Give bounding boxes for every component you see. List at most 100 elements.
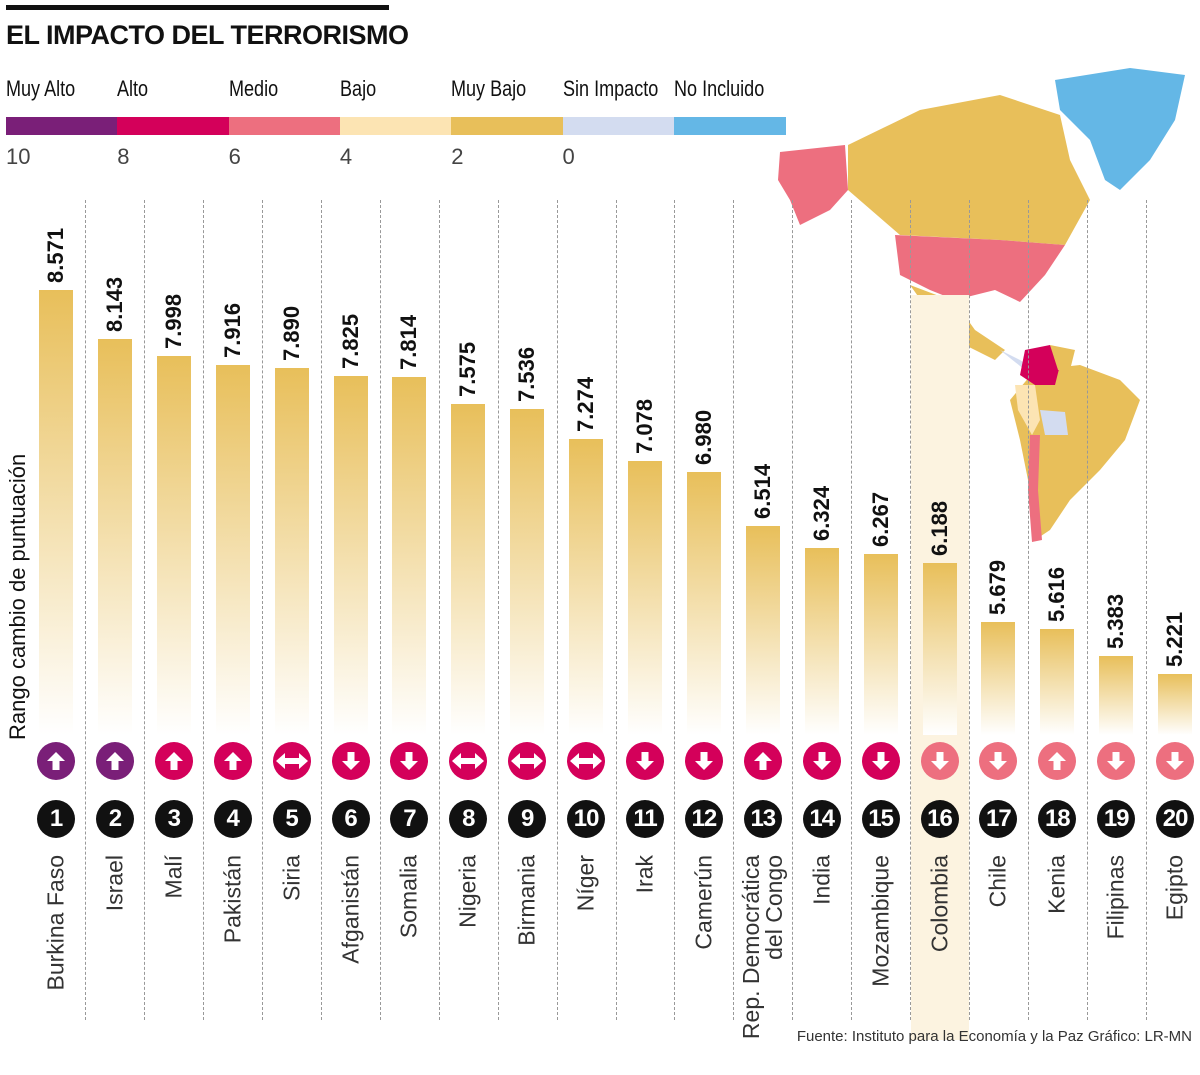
- country-label: Malí: [160, 855, 187, 899]
- rank-badge: 15: [861, 800, 900, 838]
- trend-both-icon: [272, 742, 311, 780]
- chart-title: EL IMPACTO DEL TERRORISMO: [6, 20, 409, 50]
- bar: [510, 408, 545, 735]
- value-label: 8.571: [43, 227, 68, 283]
- trend-down-icon: [331, 742, 370, 780]
- column-divider: [968, 200, 970, 1020]
- trend-both-icon: [508, 742, 547, 780]
- legend-label: Sin Impacto: [562, 76, 658, 101]
- column-divider: [733, 200, 735, 1020]
- map-peru: [1015, 385, 1040, 435]
- rank-badge: 17: [979, 800, 1018, 838]
- y-axis-label: Rango cambio de puntuación: [5, 453, 30, 740]
- rank-badge: 6: [331, 800, 370, 838]
- legend-value: 6: [228, 144, 241, 169]
- map-south-america: [1010, 365, 1140, 540]
- country-label: Israel: [101, 855, 128, 912]
- trend-up-icon: [743, 742, 782, 780]
- trend-down-icon: [1097, 742, 1136, 780]
- bar: [333, 375, 368, 735]
- bar: [1158, 674, 1193, 735]
- country-label: Camerún: [690, 855, 717, 950]
- legend-swatch: [117, 117, 230, 135]
- column-divider: [85, 200, 87, 1020]
- map-colombia: [1020, 345, 1060, 385]
- value-label: 5.383: [1103, 593, 1129, 649]
- legend-label: Muy Alto: [6, 76, 76, 101]
- country-label: Birmania: [513, 855, 540, 946]
- country-label: Burkina Faso: [42, 855, 69, 991]
- trend-down-icon: [920, 742, 959, 780]
- legend-value: 2: [451, 144, 464, 169]
- bar: [156, 355, 191, 735]
- bar: [39, 290, 73, 735]
- rank-badge: 18: [1038, 800, 1077, 838]
- bar: [628, 461, 662, 735]
- value-label: 5.616: [1044, 566, 1070, 622]
- trend-down-icon: [861, 742, 900, 780]
- map-canada: [848, 95, 1090, 245]
- trend-up-icon: [154, 742, 193, 780]
- rank-badge: 5: [272, 800, 311, 838]
- column-divider: [792, 200, 794, 1020]
- rank-badge: 7: [390, 800, 429, 838]
- value-label: 6.514: [749, 463, 775, 519]
- value-label: 7.998: [160, 293, 186, 349]
- bar: [686, 472, 721, 735]
- legend-label: Muy Bajo: [451, 76, 527, 101]
- value-label: 5.221: [1162, 612, 1188, 668]
- legend-value: 8: [117, 144, 130, 169]
- legend-value: 0: [562, 144, 575, 169]
- column-divider: [674, 200, 676, 1020]
- trend-up-icon: [1038, 742, 1077, 780]
- value-label: 7.575: [455, 342, 481, 398]
- legend-swatch: [6, 117, 118, 135]
- legend-label: Alto: [117, 76, 149, 101]
- trend-both-icon: [449, 742, 488, 780]
- trend-down-icon: [390, 742, 429, 780]
- map-bolivia: [1040, 410, 1068, 435]
- column-divider: [1086, 200, 1088, 1020]
- trend-both-icon: [567, 742, 606, 780]
- trend-down-icon: [684, 742, 723, 780]
- column-divider: [262, 200, 264, 1020]
- bar: [1040, 628, 1075, 735]
- legend-label: Medio: [228, 76, 278, 101]
- country-label: Afganistán: [337, 855, 363, 964]
- country-label: Nigeria: [454, 855, 481, 928]
- bar: [863, 554, 898, 735]
- column-divider: [851, 200, 853, 1020]
- value-label: 6.324: [808, 485, 834, 541]
- title-rule: [6, 5, 389, 10]
- rank-badge: 1: [37, 800, 75, 838]
- bar: [451, 404, 486, 735]
- column-divider: [556, 200, 558, 1020]
- country-label: Níger: [572, 855, 599, 912]
- column-divider: [910, 200, 911, 1020]
- bar: [745, 525, 780, 735]
- country-label: Siria: [278, 855, 305, 902]
- map-alaska: [778, 145, 848, 225]
- rank-badge: 16: [920, 800, 959, 838]
- trend-up-icon: [37, 742, 75, 780]
- value-label: 8.143: [101, 277, 127, 333]
- bar: [981, 621, 1016, 735]
- legend-swatch: [339, 117, 452, 135]
- legend-swatch: [562, 117, 675, 135]
- bar: [97, 339, 132, 735]
- legend-value: 10: [6, 144, 31, 169]
- trend-down-icon: [1156, 742, 1195, 780]
- column-divider: [1027, 200, 1029, 1020]
- trend-down-icon: [979, 742, 1018, 780]
- country-label: Somalia: [395, 855, 422, 939]
- map-chile: [1028, 435, 1042, 542]
- trend-up-icon: [213, 742, 252, 780]
- legend-swatch: [451, 117, 564, 135]
- column-divider: [321, 200, 322, 1020]
- bar: [1099, 655, 1134, 735]
- rank-badge: 11: [626, 800, 664, 838]
- bar: [922, 563, 957, 735]
- value-label: 7.814: [396, 314, 422, 370]
- map-greenland: [1055, 68, 1185, 190]
- rank-badge: 4: [213, 800, 252, 838]
